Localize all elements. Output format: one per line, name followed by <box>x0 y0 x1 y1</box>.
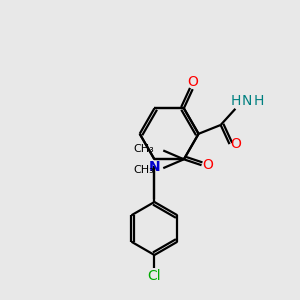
Text: O: O <box>202 158 213 172</box>
Text: CH₃: CH₃ <box>134 165 154 175</box>
Text: O: O <box>187 75 198 89</box>
Text: CH₃: CH₃ <box>134 144 154 154</box>
Text: H: H <box>254 94 264 107</box>
Text: H: H <box>230 94 241 107</box>
Text: N: N <box>148 160 160 174</box>
Text: N: N <box>242 94 252 107</box>
Text: O: O <box>230 137 242 151</box>
Text: Cl: Cl <box>148 269 161 283</box>
